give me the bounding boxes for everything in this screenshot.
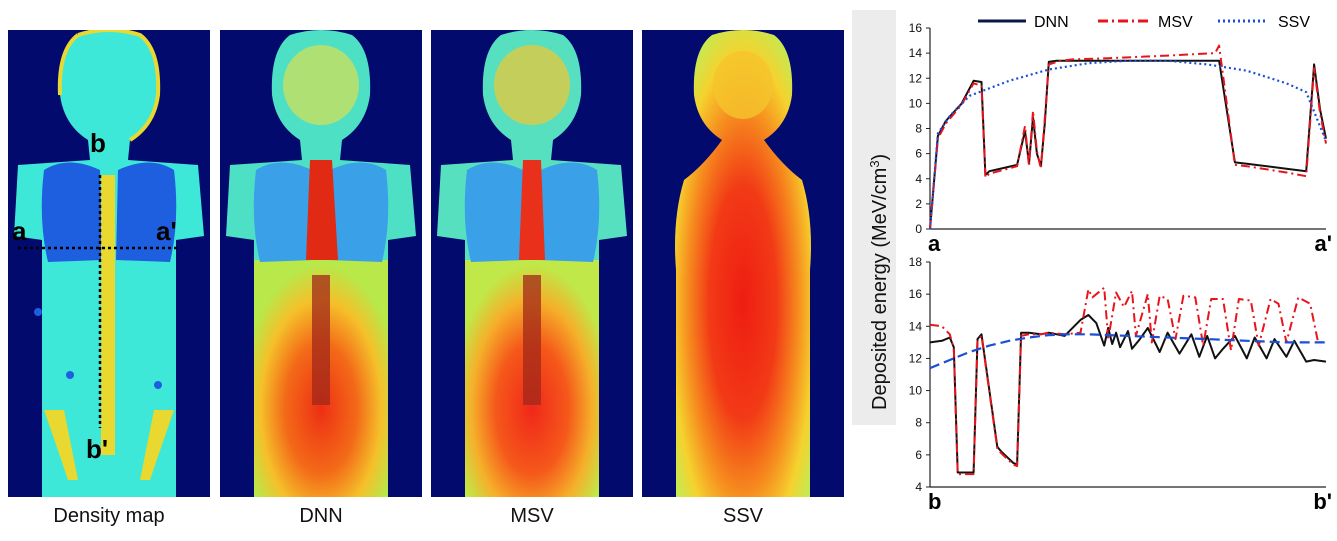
legend: DNN MSV SSV (978, 14, 1310, 31)
y-tick-label: 16 (909, 21, 923, 35)
y-axis-label: Deposited energy (MeV/cm3) (867, 154, 891, 410)
series-dnn-line (929, 314, 1327, 474)
ssv-dose-image (675, 30, 811, 497)
x-start-label: b (928, 489, 941, 514)
y-tick-label: 10 (909, 96, 923, 110)
ssv-panel (642, 30, 844, 497)
y-tick-label: 6 (915, 147, 922, 161)
legend-msv: MSV (1158, 14, 1193, 31)
marker-b-prime: b' (86, 434, 108, 464)
x-end-label: b' (1313, 489, 1332, 514)
y-tick-label: 18 (909, 255, 923, 269)
marker-a-prime: a' (156, 216, 177, 246)
y-tick-label: 6 (915, 448, 922, 462)
msv-panel (431, 30, 633, 497)
dnn-caption: DNN (299, 505, 343, 527)
legend-dnn: DNN (1034, 14, 1069, 31)
density-map-panel: a a' b b' (8, 30, 210, 497)
plot-a-aprime: 0 2 4 6 8 10 12 14 16 a a' (909, 21, 1332, 256)
y-tick-label: 2 (915, 197, 922, 211)
y-axis-label-sup: 3 (867, 160, 882, 167)
y-tick-label: 8 (915, 122, 922, 136)
y-axis-label-close: ) (869, 154, 891, 161)
series-ssv-line (928, 59, 1328, 230)
y-tick-label: 12 (909, 71, 923, 85)
y-tick-label: 8 (915, 416, 922, 430)
y-tick-label: 4 (915, 172, 922, 186)
marker-b: b (90, 128, 106, 158)
series-msv-line (929, 286, 1326, 476)
ssv-caption: SSV (722, 505, 764, 527)
ylabel-background (852, 10, 896, 425)
x-start-label: a (928, 231, 941, 256)
dnn-dose-image (226, 30, 416, 497)
msv-caption: MSV (510, 505, 554, 527)
plot-b-bprime: 4 6 8 10 12 14 16 18 b b' (909, 255, 1332, 514)
y-tick-label: 4 (915, 480, 922, 494)
profile-charts: Deposited energy (MeV/cm3) DNN MSV SSV 0… (852, 0, 1337, 541)
series-msv-line (929, 44, 1327, 230)
legend-ssv: SSV (1278, 14, 1310, 31)
dnn-panel (220, 30, 422, 497)
y-tick-label: 10 (909, 384, 923, 398)
series-ssv-line (929, 333, 1326, 370)
density-map-image: a a' b b' (12, 30, 204, 497)
y-tick-label: 12 (909, 351, 923, 365)
density-map-caption: Density map (53, 505, 165, 527)
y-tick-label: 14 (909, 319, 923, 333)
y-tick-label: 0 (915, 222, 922, 236)
marker-a: a (12, 216, 27, 246)
series-dnn-line (929, 59, 1327, 230)
x-end-label: a' (1315, 231, 1332, 256)
msv-dose-image (437, 30, 627, 497)
y-axis-label-text: Deposited energy (MeV/cm (869, 168, 891, 410)
profile-charts-svg: Deposited energy (MeV/cm3) DNN MSV SSV 0… (852, 10, 1332, 514)
y-tick-label: 16 (909, 287, 923, 301)
y-tick-label: 14 (909, 46, 923, 60)
